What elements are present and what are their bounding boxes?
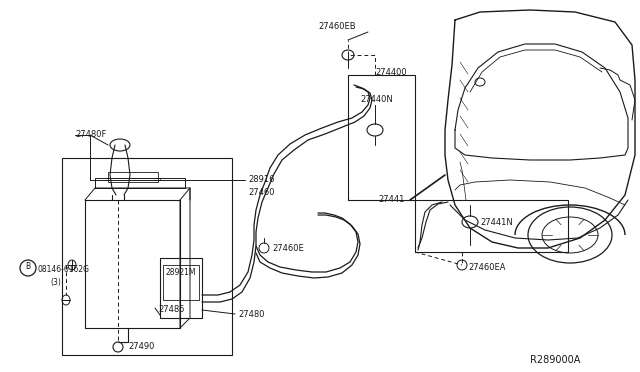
Bar (348, 75, 415, 200)
Bar (415, 200, 568, 252)
Text: 27480F: 27480F (75, 130, 106, 139)
Text: 27485: 27485 (158, 305, 184, 314)
Text: B: B (26, 262, 31, 271)
Text: 27440N: 27440N (360, 95, 393, 104)
Bar (163, 265, 199, 300)
Text: 27460EB: 27460EB (318, 22, 356, 31)
Text: 08146-6162G: 08146-6162G (38, 265, 90, 274)
Bar (108, 172, 158, 182)
Text: 27490: 27490 (128, 342, 154, 351)
Text: 28916: 28916 (248, 175, 275, 184)
Text: 28921M: 28921M (166, 268, 196, 277)
Text: 27460: 27460 (248, 188, 275, 197)
Text: 27441N: 27441N (480, 218, 513, 227)
Text: 274400: 274400 (375, 68, 406, 77)
Text: R289000A: R289000A (530, 355, 580, 365)
Bar (160, 258, 202, 318)
Text: 27460E: 27460E (272, 244, 304, 253)
Text: (3): (3) (50, 278, 61, 287)
Bar (62, 158, 232, 355)
Text: 27480: 27480 (238, 310, 264, 319)
Text: 27460EA: 27460EA (468, 263, 506, 272)
Text: 27441: 27441 (378, 195, 404, 204)
